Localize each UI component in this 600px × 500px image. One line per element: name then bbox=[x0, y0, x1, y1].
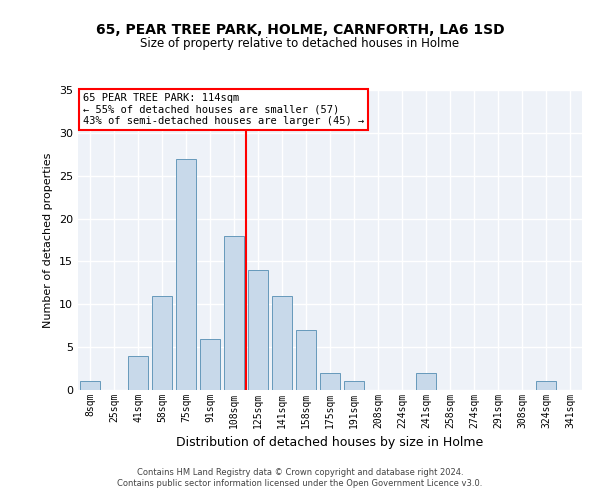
Text: Size of property relative to detached houses in Holme: Size of property relative to detached ho… bbox=[140, 38, 460, 51]
Bar bbox=[320, 373, 340, 390]
Bar bbox=[200, 338, 220, 390]
Bar bbox=[416, 373, 436, 390]
Bar bbox=[296, 330, 316, 390]
Bar bbox=[152, 296, 172, 390]
Bar bbox=[272, 296, 292, 390]
Bar bbox=[128, 356, 148, 390]
Bar bbox=[248, 270, 268, 390]
X-axis label: Distribution of detached houses by size in Holme: Distribution of detached houses by size … bbox=[176, 436, 484, 450]
Bar bbox=[344, 382, 364, 390]
Bar bbox=[176, 158, 196, 390]
Text: Contains HM Land Registry data © Crown copyright and database right 2024.
Contai: Contains HM Land Registry data © Crown c… bbox=[118, 468, 482, 487]
Text: 65 PEAR TREE PARK: 114sqm
← 55% of detached houses are smaller (57)
43% of semi-: 65 PEAR TREE PARK: 114sqm ← 55% of detac… bbox=[83, 93, 364, 126]
Bar bbox=[80, 382, 100, 390]
Bar bbox=[536, 382, 556, 390]
Y-axis label: Number of detached properties: Number of detached properties bbox=[43, 152, 53, 328]
Text: 65, PEAR TREE PARK, HOLME, CARNFORTH, LA6 1SD: 65, PEAR TREE PARK, HOLME, CARNFORTH, LA… bbox=[95, 22, 505, 36]
Bar bbox=[224, 236, 244, 390]
